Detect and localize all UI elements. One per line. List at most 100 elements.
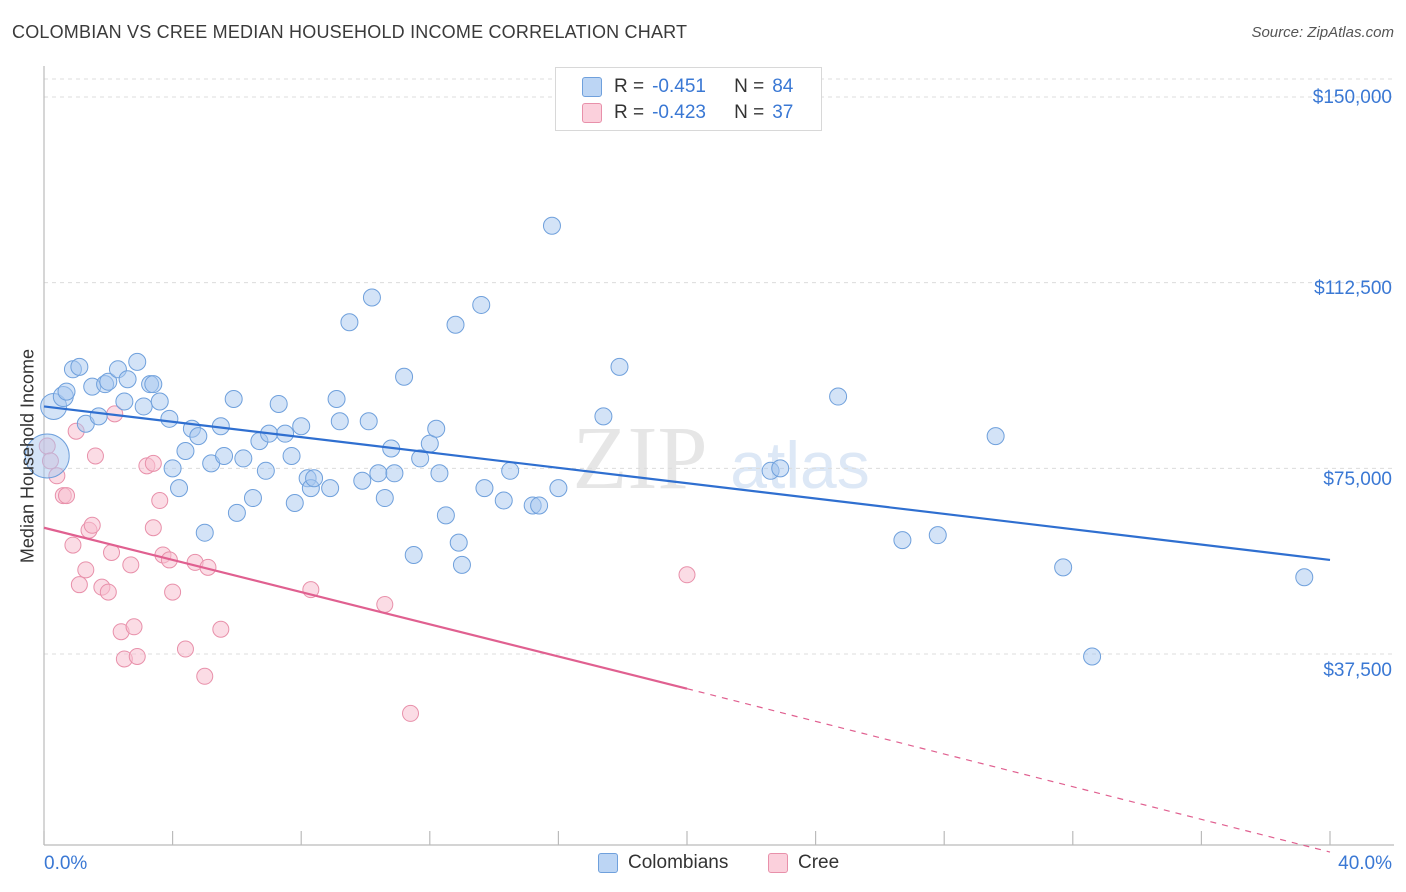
colombians-point (160, 409, 179, 428)
colombians-point (452, 555, 471, 574)
colombians-point (430, 464, 449, 483)
colombians-point (285, 493, 304, 512)
colombians-point (362, 288, 381, 307)
colombians-point (340, 313, 359, 332)
colombians-point (224, 390, 243, 409)
colombians-point (404, 545, 423, 564)
colombians-point (829, 387, 848, 406)
colombians-point (330, 412, 349, 431)
cree-point (144, 454, 162, 472)
colombians-point (70, 357, 89, 376)
y-tick-label-37500: $37,500 (1323, 660, 1392, 681)
grid-lines (44, 78, 1394, 655)
colombians-point (227, 503, 246, 522)
colombians-point (99, 372, 118, 391)
cree-point (70, 576, 88, 594)
cree-point (99, 583, 117, 601)
colombians-point (150, 392, 169, 411)
colombians-point (189, 427, 208, 446)
colombians-point (163, 459, 182, 478)
colombians-point (118, 370, 137, 389)
colombians-point (115, 392, 134, 411)
r-label: R = (614, 76, 645, 97)
cree-point (196, 667, 214, 685)
colombians-point (449, 533, 468, 552)
colombians-point (375, 489, 394, 508)
colombians-point (243, 489, 262, 508)
chart-title: COLOMBIAN VS CREE MEDIAN HOUSEHOLD INCOM… (12, 22, 688, 42)
colombians-point (215, 446, 234, 465)
colombians-trend-line (43, 405, 1331, 562)
legend-row-cree: R = -0.423 N = 37 (556, 100, 793, 126)
colombians-point (549, 479, 568, 498)
colombians-point (89, 407, 108, 426)
colombians-point (1054, 558, 1073, 577)
colombians-point (282, 446, 301, 465)
colombians-point (1083, 647, 1102, 666)
source-credit: Source: ZipAtlas.com (1251, 24, 1394, 41)
colombians-point (176, 442, 195, 461)
legend-item-colombians: Colombians (598, 852, 728, 874)
colombians-point (446, 315, 465, 334)
cree-point (83, 516, 101, 534)
colombians-point (385, 464, 404, 483)
legend-swatch-cree (768, 853, 788, 873)
r-value: -0.423 (652, 102, 706, 123)
n-label: N = (734, 76, 765, 97)
colombians-point (195, 523, 214, 542)
legend-label-colombians: Colombians (628, 852, 729, 873)
cree-point (64, 536, 82, 554)
legend-row-colombians: R = -0.451 N = 84 (556, 74, 793, 100)
n-value: 37 (772, 102, 794, 123)
legend-label-cree: Cree (798, 852, 840, 873)
colombians-point (256, 461, 275, 480)
colombians-point (305, 469, 324, 488)
colombians-point (475, 479, 494, 498)
colombians-point (144, 375, 163, 394)
colombians-point (494, 491, 513, 510)
cree-point (212, 620, 230, 638)
colombians-point (893, 531, 912, 550)
colombians-point (57, 382, 76, 401)
colombians-point (530, 496, 549, 515)
cree-point (86, 447, 104, 465)
x-tick-label-max: 40.0% (1338, 853, 1392, 874)
y-tick-label-150000: $150,000 (1312, 87, 1392, 108)
colombians-point (321, 479, 340, 498)
colombians-point (170, 479, 189, 498)
colombians-point (436, 506, 455, 525)
colombians-point (134, 397, 153, 416)
cree-point (125, 618, 143, 636)
watermark-zip: ZIP (573, 409, 708, 508)
colombians-point (427, 419, 446, 438)
colombians-point (359, 412, 378, 431)
colombians-points (24, 216, 1314, 666)
colombians-point (472, 295, 491, 314)
colombians-point (395, 367, 414, 386)
correlation-legend: R = -0.451 N = 84 R = -0.423 N = 37 (555, 67, 822, 131)
y-tick-label-112500: $112,500 (1314, 278, 1392, 299)
colombians-point (610, 357, 629, 376)
colombians-point (353, 471, 372, 490)
r-label: R = (614, 102, 645, 123)
colombians-point (292, 417, 311, 436)
colombians-point (234, 449, 253, 468)
cree-point (77, 561, 95, 579)
colombians-point (594, 407, 613, 426)
colombians-point (542, 216, 561, 235)
colombians-point (128, 352, 147, 371)
series-legend: Colombians Cree (0, 852, 1406, 878)
cree-point (176, 640, 194, 658)
colombians-point (327, 390, 346, 409)
cree-point (402, 704, 420, 722)
cree-point (151, 492, 169, 510)
legend-swatch-colombians (598, 853, 618, 873)
cree-point (376, 595, 394, 613)
cree-point (164, 583, 182, 601)
r-value: -0.451 (652, 76, 706, 97)
n-label: N = (734, 102, 765, 123)
cree-trend-line (43, 526, 688, 690)
legend-item-cree: Cree (768, 852, 839, 874)
colombians-point (369, 464, 388, 483)
